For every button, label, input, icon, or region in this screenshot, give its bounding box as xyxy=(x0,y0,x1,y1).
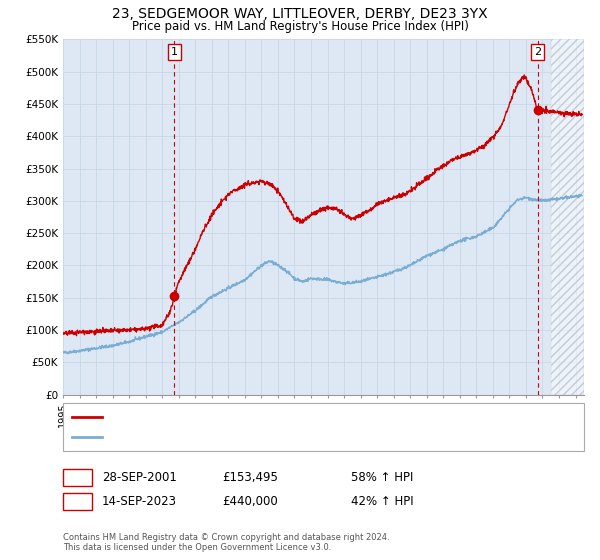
Text: 1: 1 xyxy=(74,470,81,484)
Text: 1: 1 xyxy=(171,47,178,57)
Text: £153,495: £153,495 xyxy=(222,470,278,484)
Text: 58% ↑ HPI: 58% ↑ HPI xyxy=(351,470,413,484)
Text: HPI: Average price, detached house, City of Derby: HPI: Average price, detached house, City… xyxy=(108,432,358,442)
Text: 23, SEDGEMOOR WAY, LITTLEOVER, DERBY, DE23 3YX (detached house): 23, SEDGEMOOR WAY, LITTLEOVER, DERBY, DE… xyxy=(108,412,468,422)
Text: 42% ↑ HPI: 42% ↑ HPI xyxy=(351,494,413,508)
Text: 14-SEP-2023: 14-SEP-2023 xyxy=(102,494,177,508)
Text: Price paid vs. HM Land Registry's House Price Index (HPI): Price paid vs. HM Land Registry's House … xyxy=(131,20,469,32)
Text: 28-SEP-2001: 28-SEP-2001 xyxy=(102,470,177,484)
Text: 2: 2 xyxy=(74,494,81,508)
Text: 2: 2 xyxy=(534,47,541,57)
Text: 23, SEDGEMOOR WAY, LITTLEOVER, DERBY, DE23 3YX: 23, SEDGEMOOR WAY, LITTLEOVER, DERBY, DE… xyxy=(112,7,488,21)
Text: Contains HM Land Registry data © Crown copyright and database right 2024.: Contains HM Land Registry data © Crown c… xyxy=(63,533,389,542)
Text: This data is licensed under the Open Government Licence v3.0.: This data is licensed under the Open Gov… xyxy=(63,543,331,552)
Text: £440,000: £440,000 xyxy=(222,494,278,508)
